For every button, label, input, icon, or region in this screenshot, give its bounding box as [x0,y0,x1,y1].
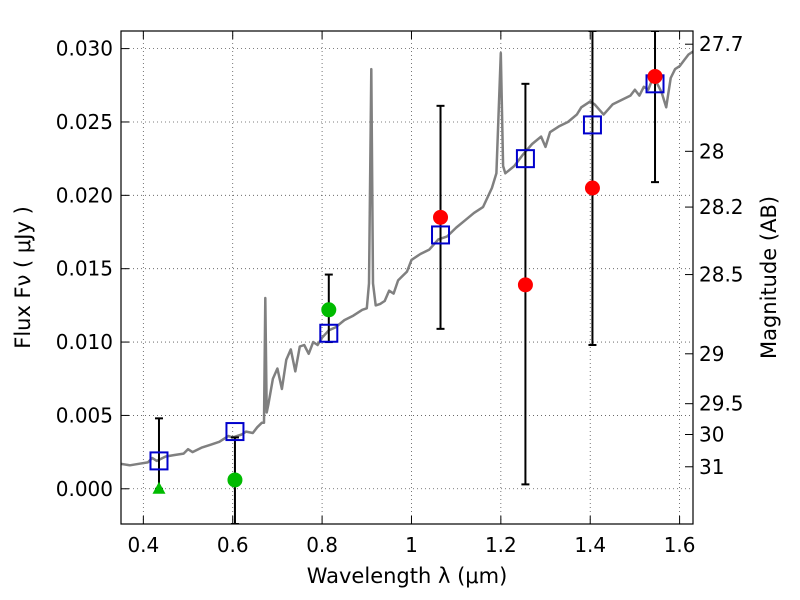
x-tick-label: 1.4 [574,533,606,557]
right-tick-label: 28.2 [699,195,744,219]
model-square-marker [225,422,245,442]
x-tick-label: 0.8 [306,533,338,557]
plot-frame [120,30,694,525]
model-square-marker [319,323,339,343]
y-tick-label: 0.015 [56,257,113,281]
grid [121,31,693,524]
y-tick-label: 0.020 [56,183,113,207]
y-tick-label: 0.010 [56,330,113,354]
y-axis-label: Flux Fν ( μJy ) [11,206,35,349]
model-square-marker [149,451,169,471]
model-square-marker [582,115,602,135]
x-tick-label: 1.2 [485,533,517,557]
x-axis-label: Wavelength λ (μm) [307,564,508,588]
x-tick-label: 0.4 [127,533,159,557]
upper-limit-triangle-marker [152,481,166,494]
right-tick-label: 27.7 [699,32,744,56]
x-tick-label: 1.6 [664,533,696,557]
flux-circle-marker [517,277,533,293]
right-tick-label: 30 [699,422,724,446]
y-tick-label: 0.005 [56,403,113,427]
spectrum-line [121,50,693,467]
error-bar [154,417,163,490]
model-square-marker [515,149,535,169]
right-tick-label: 28 [699,139,724,163]
right-tick-label: 29 [699,342,724,366]
model-square-marker [431,225,451,245]
y-tick-label: 0.025 [56,110,113,134]
flux-circle-marker [321,302,337,318]
plot-area [121,31,693,524]
y-tick-label: 0.000 [56,477,113,501]
right-tick-label: 31 [699,455,724,479]
y-tick-label: 0.030 [56,37,113,61]
x-tick-label: 1 [405,533,418,557]
x-tick-label: 0.6 [217,533,249,557]
right-axis-label: Magnitude (AB) [757,196,781,359]
ticks: 0.4 0.6 0.8 1 1.2 1.4 1.6 0.000 0.005 0.010 0.015 0… [56,31,744,557]
flux-circle-marker [584,180,600,196]
right-tick-label: 29.5 [699,392,744,416]
right-tick-label: 28.5 [699,263,744,287]
flux-circle-marker [433,209,449,225]
flux-circle-marker [227,472,243,488]
error-bar [651,31,660,184]
flux-circle-marker [647,68,663,84]
